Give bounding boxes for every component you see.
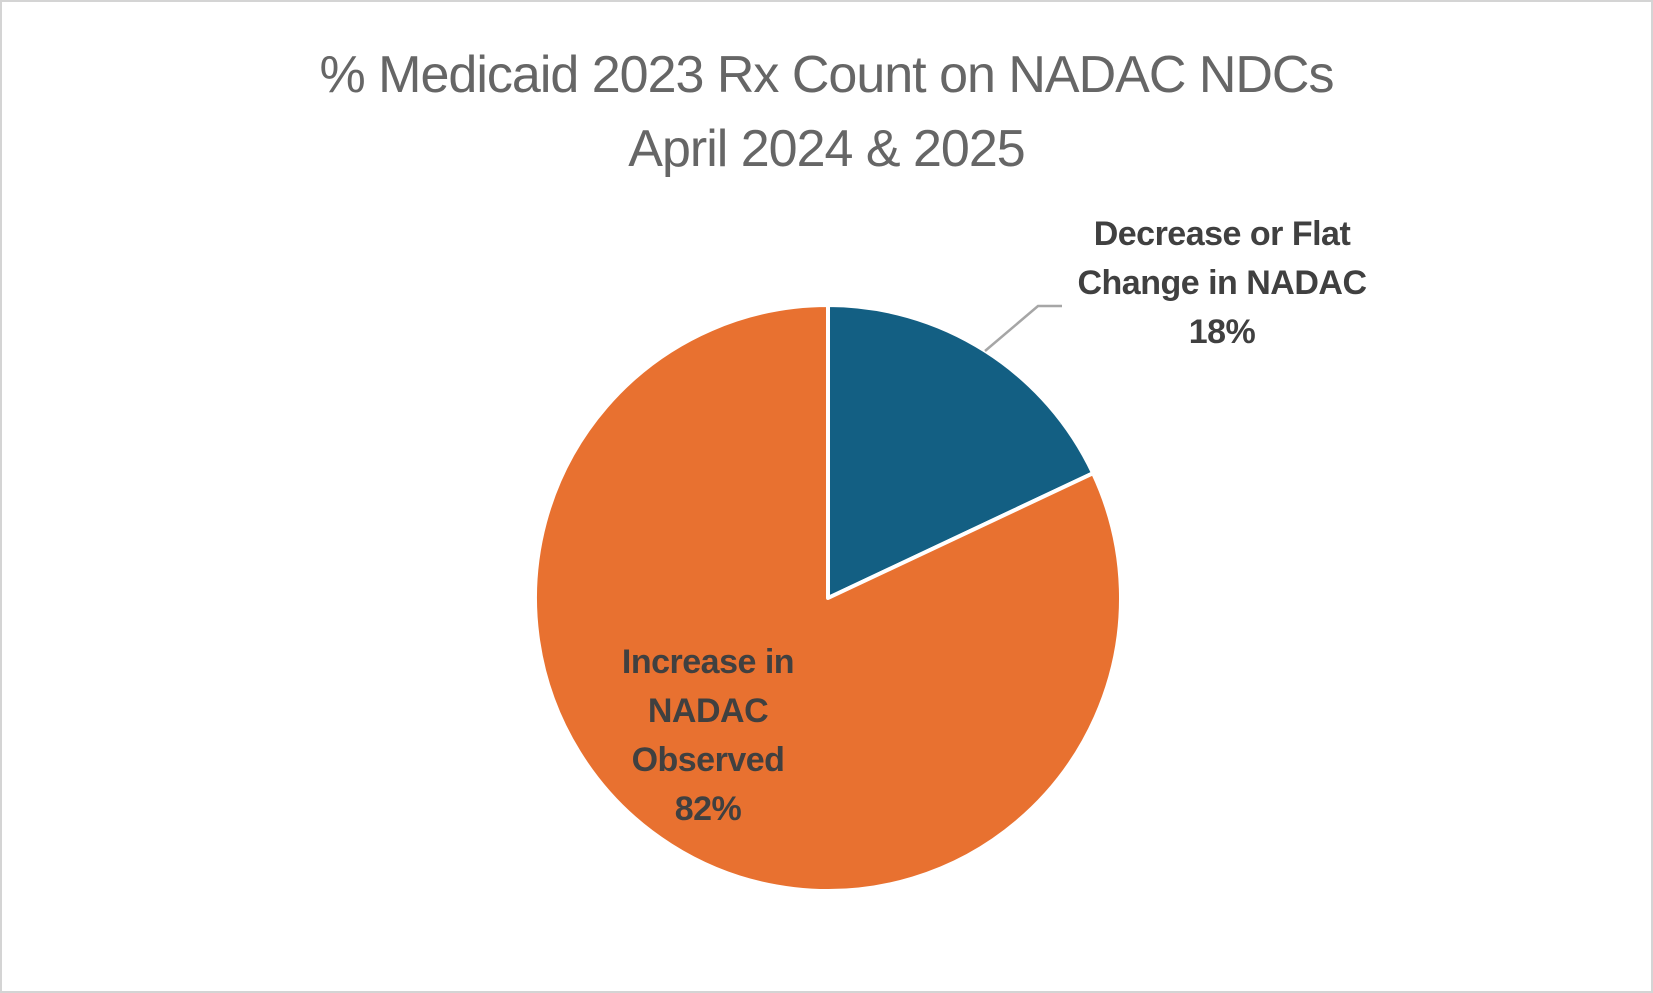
data-label-decrease-flat-change: Decrease or Flat Change in NADAC 18% bbox=[1077, 215, 1367, 351]
pie-slices bbox=[533, 303, 1124, 893]
chart-title: % Medicaid 2023 Rx Count on NADAC NDCs A… bbox=[319, 46, 1335, 178]
leader-line bbox=[984, 304, 1062, 352]
data-label-increase-observed: Increase in NADAC Observed 82% bbox=[621, 643, 795, 828]
pie-slice-increase-observed[interactable] bbox=[533, 303, 1124, 893]
